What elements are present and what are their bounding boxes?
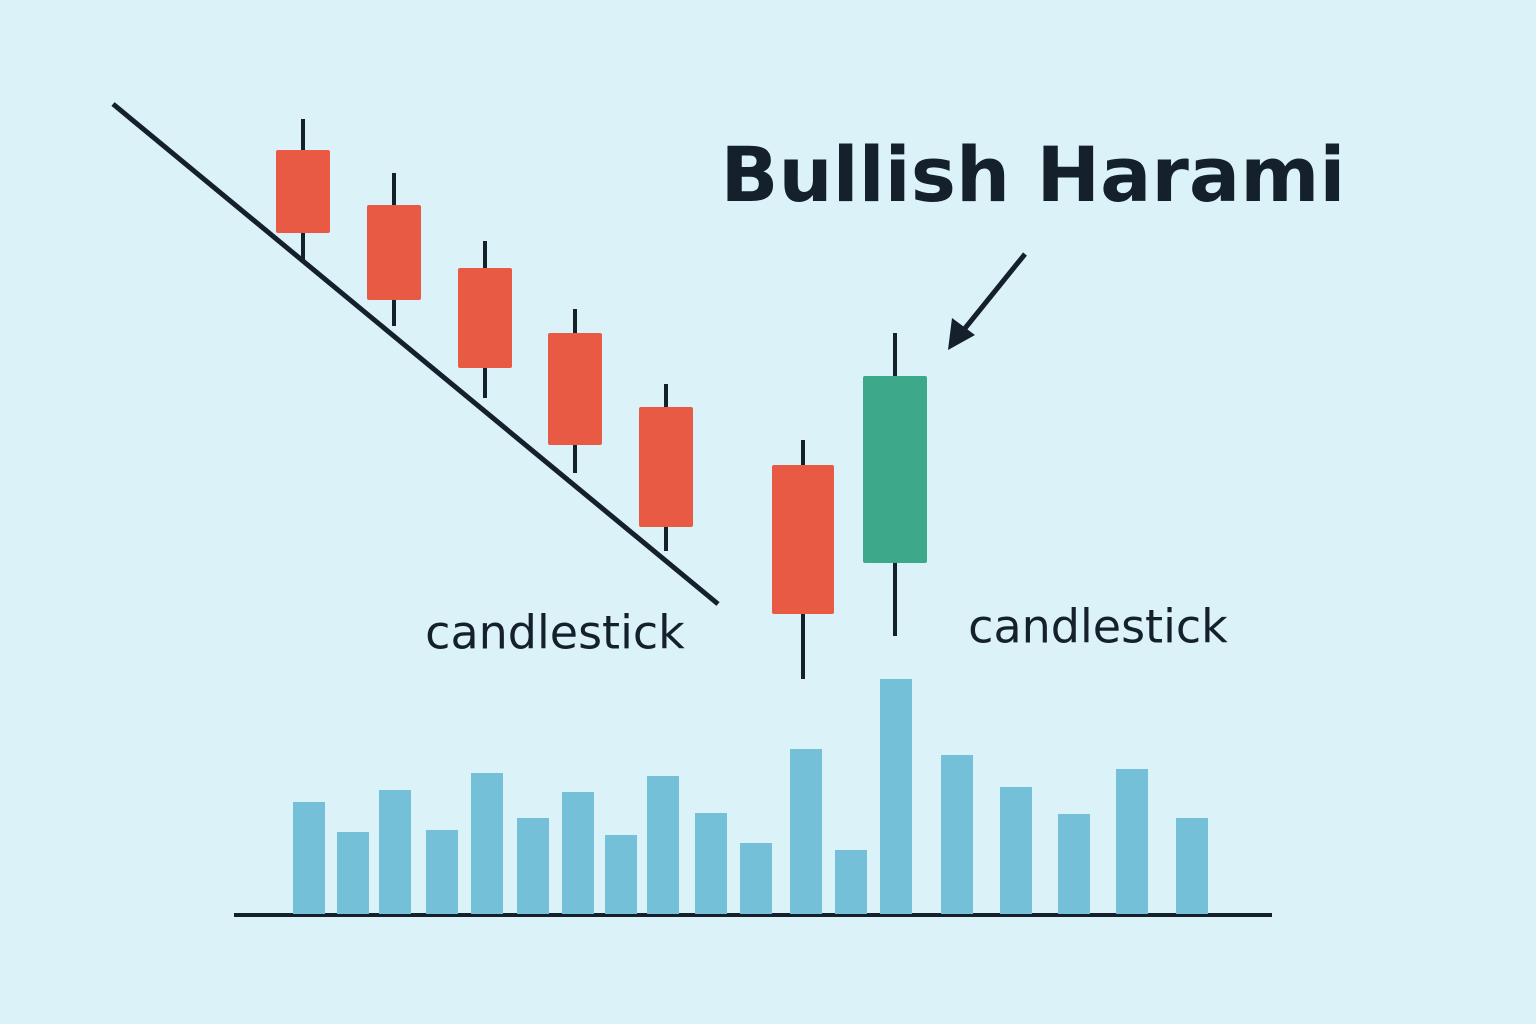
volume-bar xyxy=(605,835,637,914)
candle-body xyxy=(863,376,927,563)
annotation: candlestick xyxy=(968,600,1228,654)
volume-bar xyxy=(379,790,411,914)
volume-bar xyxy=(740,843,772,914)
candle-body xyxy=(367,205,421,300)
candle-body xyxy=(276,150,330,233)
volume-bar xyxy=(1000,787,1032,914)
candle-body xyxy=(458,268,512,368)
candle-body xyxy=(772,465,834,614)
volume-bar xyxy=(337,832,369,914)
volume-bar xyxy=(517,818,549,914)
annotation: candlestick xyxy=(425,606,685,660)
volume-bar xyxy=(790,749,822,914)
volume-bar xyxy=(471,773,503,914)
volume-bar xyxy=(1058,814,1090,914)
volume-bar xyxy=(647,776,679,914)
volume-bar xyxy=(835,850,867,914)
candle-body xyxy=(639,407,693,527)
volume-bar xyxy=(562,792,594,914)
volume-bar xyxy=(1116,769,1148,914)
volume-bar xyxy=(941,755,973,914)
volume-bar xyxy=(1176,818,1208,914)
volume-bar xyxy=(880,679,912,914)
volume-bar xyxy=(293,802,325,914)
arrow xyxy=(948,252,1027,350)
chart-title: Bullish Harami xyxy=(721,130,1346,219)
volume-bar xyxy=(695,813,727,914)
trend-line xyxy=(111,102,720,606)
volume-bar xyxy=(426,830,458,914)
candle-body xyxy=(548,333,602,445)
